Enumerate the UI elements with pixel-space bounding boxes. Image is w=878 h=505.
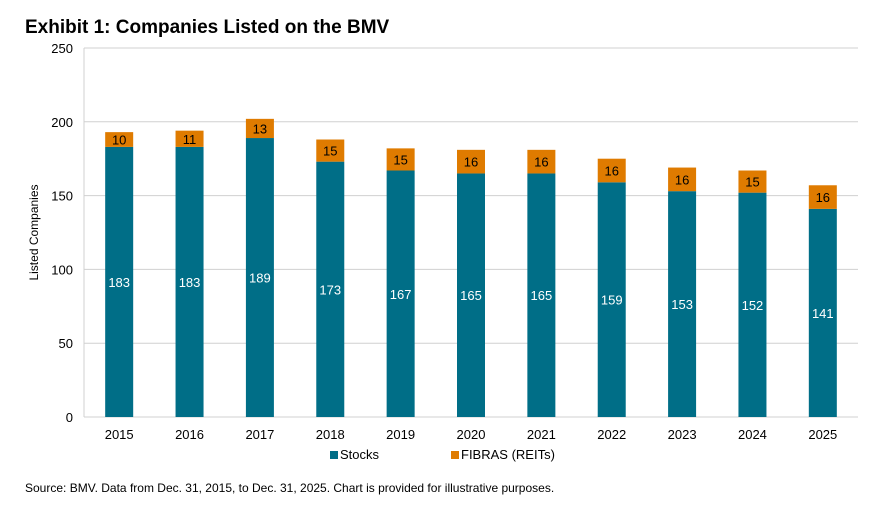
data-label: 159 bbox=[601, 293, 623, 308]
y-tick-label: 150 bbox=[51, 189, 73, 204]
bar-stocks bbox=[597, 182, 626, 417]
data-label: 183 bbox=[108, 275, 130, 290]
bar-stocks bbox=[175, 146, 204, 417]
data-label: 15 bbox=[745, 175, 759, 190]
x-tick-label: 2021 bbox=[527, 427, 556, 442]
data-label: 16 bbox=[675, 172, 689, 187]
bar-fibras bbox=[386, 148, 415, 171]
legend-label-fibras: FIBRAS (REITs) bbox=[461, 447, 555, 462]
bar-stocks bbox=[245, 138, 274, 417]
data-label: 189 bbox=[249, 271, 271, 286]
bar-stocks bbox=[808, 208, 837, 417]
x-tick-label: 2019 bbox=[386, 427, 415, 442]
bar-fibras bbox=[808, 185, 837, 209]
bar-chart: 0 50 100 150 200 250 Listed Companies 183 10 2015… bbox=[27, 41, 858, 442]
x-tick-label: 2015 bbox=[105, 427, 134, 442]
bar-fibras bbox=[668, 167, 697, 192]
data-label: 13 bbox=[253, 121, 267, 136]
data-label: 173 bbox=[319, 282, 341, 297]
bar-stocks bbox=[105, 146, 134, 417]
legend-item-fibras: FIBRAS (REITs) bbox=[451, 447, 555, 462]
y-tick-label: 50 bbox=[59, 336, 73, 351]
bar-fibras bbox=[245, 118, 274, 139]
data-label: 10 bbox=[112, 133, 126, 148]
legend-swatch-stocks bbox=[330, 450, 338, 459]
data-label: 183 bbox=[179, 275, 201, 290]
y-tick-label: 250 bbox=[51, 41, 73, 56]
data-label: 165 bbox=[460, 288, 482, 303]
x-tick-label: 2020 bbox=[457, 427, 486, 442]
y-axis-label: Listed Companies bbox=[27, 184, 41, 280]
y-tick-label: 0 bbox=[66, 410, 73, 425]
bar-fibras bbox=[527, 149, 556, 174]
y-tick-label: 200 bbox=[51, 115, 73, 130]
data-label: 16 bbox=[816, 190, 830, 205]
x-tick-label: 2025 bbox=[808, 427, 837, 442]
x-tick-label: 2023 bbox=[668, 427, 697, 442]
bar-fibras bbox=[175, 130, 204, 147]
chart-title: Exhibit 1: Companies Listed on the BMV bbox=[25, 17, 390, 38]
data-label: 16 bbox=[534, 155, 548, 170]
x-tick-label: 2024 bbox=[738, 427, 767, 442]
legend-swatch-fibras bbox=[451, 450, 459, 459]
bar-stocks bbox=[527, 173, 556, 417]
x-tick-label: 2017 bbox=[245, 427, 274, 442]
data-label: 15 bbox=[393, 152, 407, 167]
data-label: 141 bbox=[812, 306, 834, 321]
bar-fibras bbox=[316, 139, 345, 162]
legend-label-stocks: Stocks bbox=[340, 447, 380, 462]
data-label: 165 bbox=[531, 288, 553, 303]
data-label: 167 bbox=[390, 287, 412, 302]
bar-stocks bbox=[668, 191, 697, 417]
bar-stocks bbox=[738, 192, 767, 417]
bar-stocks bbox=[386, 170, 415, 417]
data-label: 16 bbox=[604, 164, 618, 179]
legend-item-stocks: Stocks bbox=[330, 447, 379, 462]
bar-stocks bbox=[316, 161, 345, 417]
bar-fibras bbox=[597, 158, 626, 183]
x-tick-label: 2018 bbox=[316, 427, 345, 442]
bar-fibras bbox=[457, 149, 485, 174]
data-label: 152 bbox=[742, 298, 764, 313]
y-tick-label: 100 bbox=[51, 262, 73, 277]
source-note: Source: BMV. Data from Dec. 31, 2015, to… bbox=[25, 481, 555, 495]
data-label: 11 bbox=[183, 132, 197, 147]
bar-fibras bbox=[105, 132, 134, 147]
data-label: 15 bbox=[323, 144, 337, 159]
bar-stocks bbox=[457, 173, 485, 417]
x-tick-label: 2022 bbox=[597, 427, 626, 442]
data-label: 16 bbox=[464, 155, 478, 170]
data-label: 153 bbox=[671, 297, 693, 312]
x-tick-label: 2016 bbox=[175, 427, 204, 442]
bar-fibras bbox=[738, 170, 767, 193]
